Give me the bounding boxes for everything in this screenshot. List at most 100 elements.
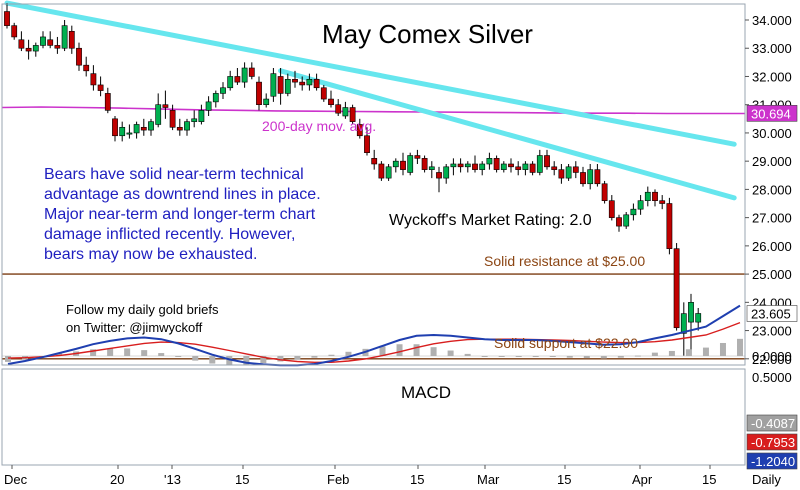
candle-body <box>248 67 255 77</box>
candle-body <box>162 104 169 108</box>
candle-body <box>392 160 399 168</box>
candle <box>140 118 147 136</box>
macd-histogram-bar <box>158 353 165 356</box>
macd-histogram-bar <box>243 356 250 365</box>
macd-histogram-bar <box>90 349 97 356</box>
macd-y-tick-label: 0.0000 <box>752 349 792 364</box>
downtrend-line-2 <box>278 68 737 201</box>
macd-histogram-bar <box>481 356 488 357</box>
twitter-note-line-1: Follow my daily gold briefs <box>66 302 219 317</box>
candle <box>616 214 622 232</box>
candle-body <box>119 126 126 137</box>
candle <box>522 161 529 176</box>
candle-body <box>313 78 320 89</box>
candle-body <box>220 87 226 94</box>
price-y-tick-label: 34.000 <box>752 13 792 28</box>
candle <box>155 93 162 128</box>
candle <box>414 149 421 164</box>
candle <box>551 161 558 176</box>
candle <box>176 118 183 136</box>
macd-histogram-last-value-box <box>746 414 798 432</box>
candle <box>248 62 255 80</box>
candle-body <box>436 172 442 179</box>
macd-histogram-bar <box>566 356 573 358</box>
macd-histogram-bar <box>5 356 11 362</box>
candle-body <box>378 163 385 179</box>
candle-body <box>608 200 615 218</box>
candle <box>342 101 349 119</box>
candle-body <box>11 25 18 38</box>
macd-histogram-bar <box>379 346 386 356</box>
price-last-value-box <box>746 305 798 322</box>
candle <box>580 166 586 187</box>
candle-body <box>630 208 637 216</box>
candle <box>328 90 334 108</box>
bears-annotation-line: advantage as downtrend lines in place. <box>44 186 321 203</box>
candle <box>479 161 486 176</box>
candle-body <box>292 78 298 83</box>
candle-body <box>270 73 277 97</box>
candle <box>299 76 306 91</box>
macd-histogram-bar <box>107 348 114 356</box>
macd-histogram-bar <box>447 350 454 356</box>
candle <box>97 76 104 97</box>
candle-body <box>515 166 522 170</box>
x-tick-label: '13 <box>164 472 181 487</box>
candle <box>270 67 277 102</box>
candle-body <box>472 163 478 170</box>
candle-body <box>680 313 687 334</box>
price-y-tick-label: 28.000 <box>752 182 792 197</box>
candle-body <box>241 67 248 83</box>
macd-histogram-bar <box>124 348 131 356</box>
price-y-tick-label: 26.000 <box>752 239 792 254</box>
candle-body <box>234 76 241 83</box>
macd-histogram-bar <box>260 356 267 364</box>
candle-body <box>500 163 507 170</box>
candle <box>112 115 118 142</box>
candle <box>32 42 39 57</box>
x-frequency-label: Daily <box>752 472 781 487</box>
macd-title: MACD <box>401 383 451 402</box>
macd-signal-last-value-box <box>746 433 798 451</box>
candle-body <box>54 45 61 49</box>
candle <box>608 195 615 221</box>
macd-histogram-bar <box>192 356 199 361</box>
candle <box>400 152 406 176</box>
candle-body <box>284 78 291 94</box>
macd-histogram-bar <box>737 338 743 356</box>
macd-histogram-bar <box>719 342 726 356</box>
candle <box>666 197 673 255</box>
macd-histogram-bar <box>651 352 658 356</box>
ma-annotation: 200-day mov. avg. <box>262 118 376 134</box>
candle <box>169 104 176 131</box>
candle-body <box>155 104 162 125</box>
candle-body <box>486 158 493 165</box>
candle <box>162 90 169 119</box>
candle-body <box>40 36 46 46</box>
candle <box>392 158 399 173</box>
candle <box>25 39 32 60</box>
candle <box>47 31 54 49</box>
candle <box>40 31 46 49</box>
candle <box>565 163 572 181</box>
candle-body <box>76 47 82 66</box>
candle-body <box>371 158 378 165</box>
candle <box>457 158 464 173</box>
macd-line <box>7 304 741 367</box>
candle-body <box>299 81 306 86</box>
candle <box>544 149 550 170</box>
candle-body <box>349 107 356 122</box>
macd-last-value-box <box>746 452 798 470</box>
x-tick-label: Apr <box>632 472 653 487</box>
candle-body <box>666 203 673 249</box>
candle <box>18 31 25 52</box>
candle <box>659 195 666 210</box>
candle <box>234 67 241 85</box>
price-y-tick-label: 33.000 <box>752 41 792 56</box>
candle <box>205 96 212 116</box>
candle-body <box>25 47 32 52</box>
candle-body <box>191 118 198 122</box>
candle <box>428 161 435 179</box>
candle <box>61 20 68 52</box>
